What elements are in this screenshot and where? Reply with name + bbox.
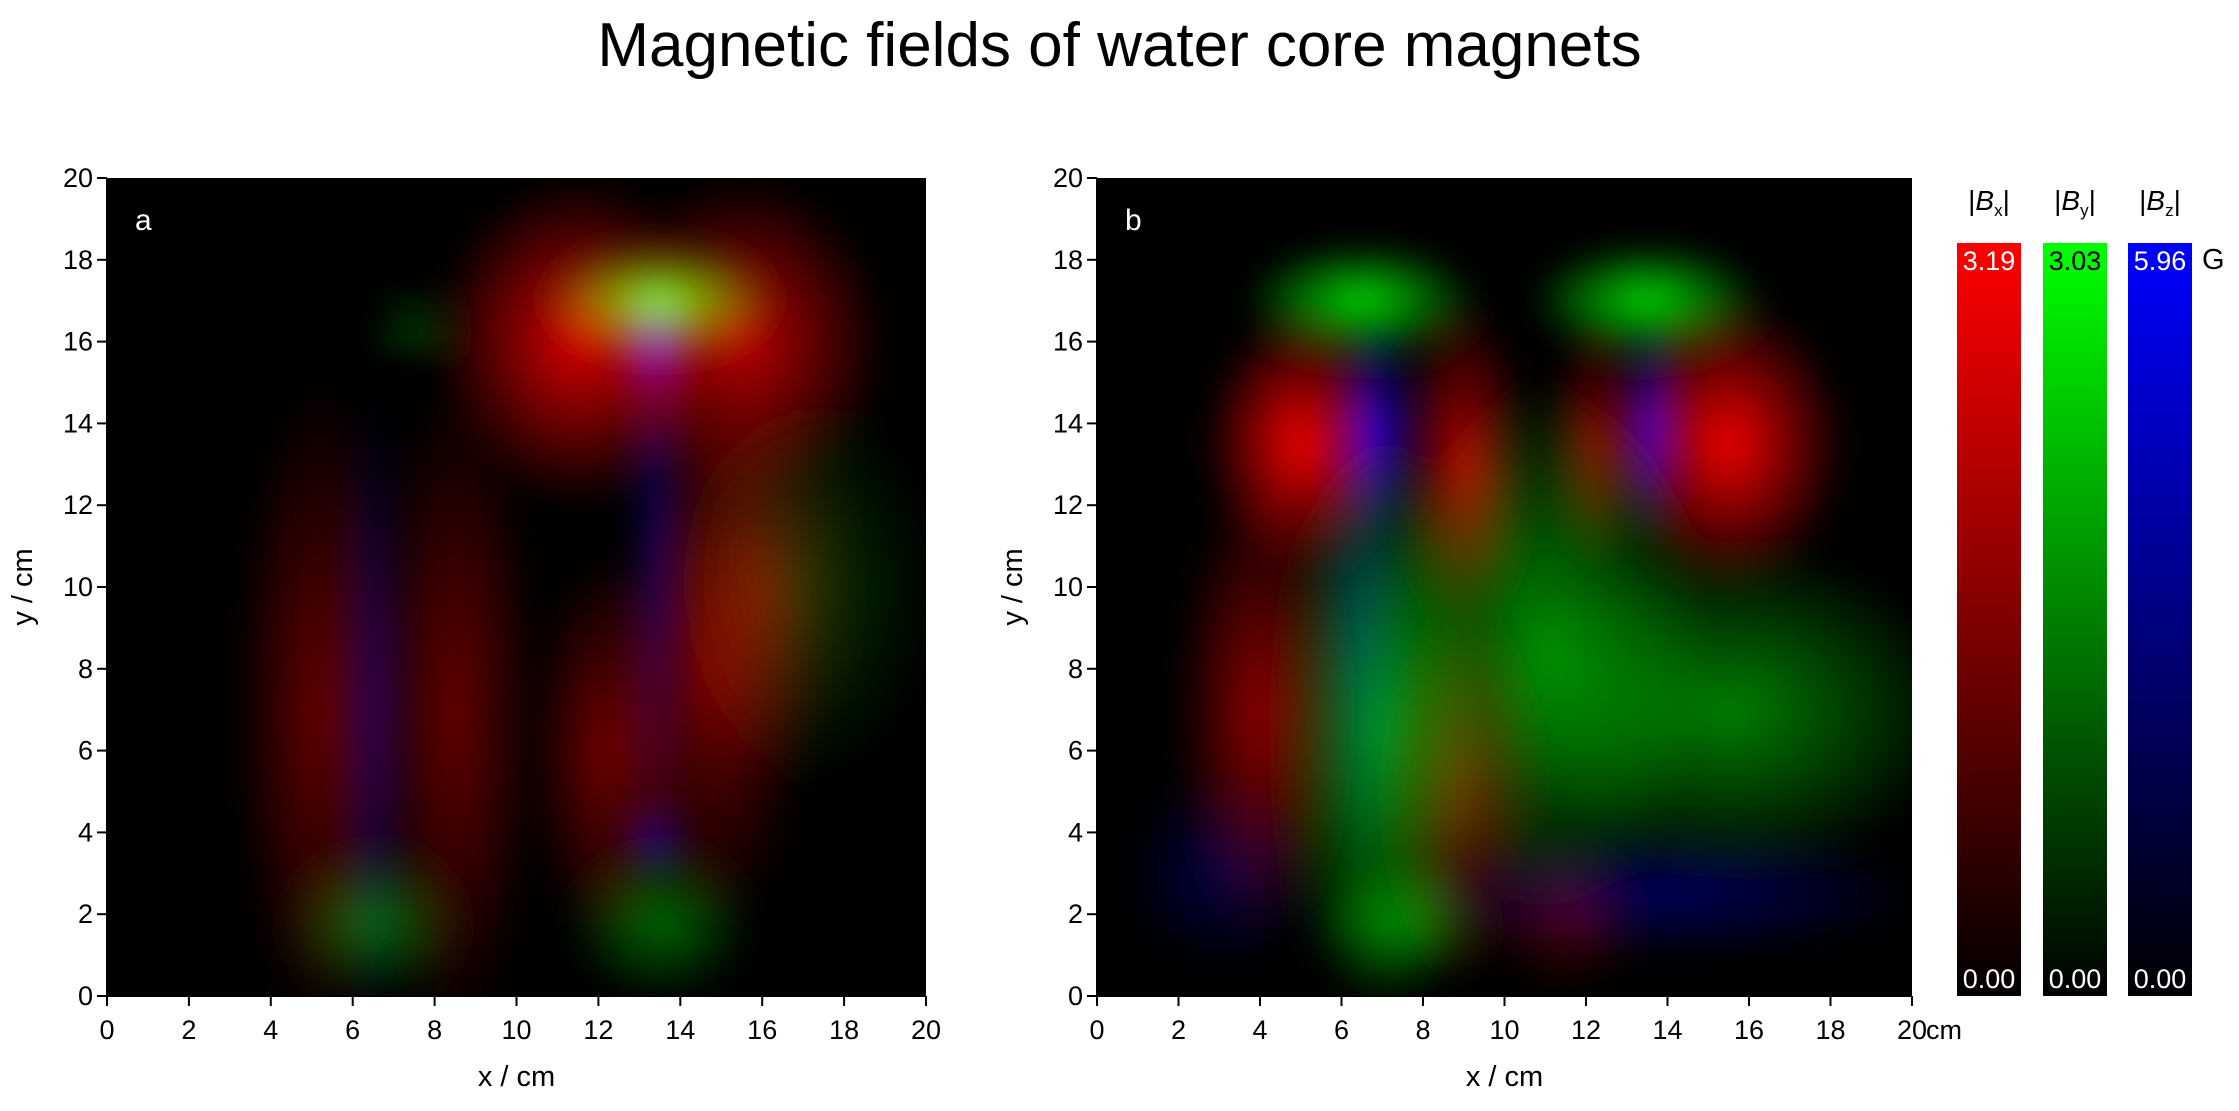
colorbar-max-by: 3.03 <box>2049 246 2102 276</box>
y-tick-label: 20 <box>1053 163 1083 193</box>
colorbar-by <box>2043 243 2107 996</box>
x-tick-label: 12 <box>1571 1015 1601 1045</box>
panel-label-b: b <box>1125 204 1142 237</box>
x-tick-label: 8 <box>1415 1015 1430 1045</box>
field-blob-bz <box>340 382 406 996</box>
field-blob-bx <box>1398 300 1529 628</box>
x-tick-label: 2 <box>181 1015 196 1045</box>
y-tick-label: 4 <box>1068 817 1083 847</box>
y-tick-label: 10 <box>63 572 93 602</box>
x-tick-label: 14 <box>1652 1015 1682 1045</box>
x-tick-label: 20 <box>1897 1015 1927 1045</box>
y-tick-label: 14 <box>1053 408 1083 438</box>
y-tick-label: 14 <box>63 408 93 438</box>
x-tick-label: 18 <box>829 1015 859 1045</box>
y-tick-label: 2 <box>1068 899 1083 929</box>
x-tick-label: 16 <box>747 1015 777 1045</box>
colorbar-min-by: 0.00 <box>2049 964 2102 994</box>
colorbar-max-bz: 5.96 <box>2134 246 2187 276</box>
y-tick-label: 8 <box>78 654 93 684</box>
y-tick-label: 18 <box>63 245 93 275</box>
y-tick-label: 0 <box>78 981 93 1011</box>
colorbar-label-by: |By| <box>2054 185 2096 220</box>
panel-label-a: a <box>135 204 152 237</box>
x-tick-label: 0 <box>99 1015 114 1045</box>
x-unit-label: cm <box>1926 1015 1962 1045</box>
field-blob-by <box>1500 546 1912 874</box>
colorbar-bx <box>1957 243 2021 996</box>
y-tick-label: 10 <box>1053 572 1083 602</box>
y-tick-label: 16 <box>63 327 93 357</box>
x-tick-label: 4 <box>1252 1015 1267 1045</box>
y-tick-label: 12 <box>63 490 93 520</box>
x-tick-label: 14 <box>665 1015 695 1045</box>
x-tick-label: 18 <box>1815 1015 1845 1045</box>
y-axis-label: y / cm <box>997 548 1029 625</box>
x-tick-label: 4 <box>263 1015 278 1045</box>
chart-title: Magnetic fields of water core magnets <box>597 11 1642 80</box>
y-tick-label: 16 <box>1053 327 1083 357</box>
x-axis-label: x / cm <box>478 1061 555 1093</box>
field-blob-bx <box>663 390 861 784</box>
field-blob-bz <box>1618 326 1684 537</box>
y-tick-label: 4 <box>78 817 93 847</box>
colorbar-label-bx: |Bx| <box>1968 185 2010 220</box>
field-blob-bz <box>1121 775 1318 972</box>
x-tick-label: 8 <box>427 1015 442 1045</box>
x-tick-label: 10 <box>501 1015 531 1045</box>
x-tick-label: 6 <box>345 1015 360 1045</box>
x-axis-label: x / cm <box>1466 1061 1543 1093</box>
y-tick-label: 20 <box>63 163 93 193</box>
x-tick-label: 16 <box>1734 1015 1764 1045</box>
colorbar-max-bx: 3.19 <box>1963 246 2016 276</box>
field-blob-bx <box>369 382 541 996</box>
x-tick-label: 2 <box>1171 1015 1186 1045</box>
y-tick-label: 8 <box>1068 654 1083 684</box>
colorbar-min-bz: 0.00 <box>2134 964 2187 994</box>
y-tick-label: 0 <box>1068 981 1083 1011</box>
y-tick-label: 12 <box>1053 490 1083 520</box>
x-tick-label: 12 <box>583 1015 613 1045</box>
colorbar-bz <box>2128 243 2192 996</box>
field-blob-bz <box>622 801 689 880</box>
colorbar-unit: G <box>2202 244 2225 276</box>
colorbar-label-bz: |Bz| <box>2139 185 2181 220</box>
field-blob-bz <box>1406 828 1912 960</box>
x-tick-label: 20 <box>911 1015 941 1045</box>
x-tick-label: 6 <box>1334 1015 1349 1045</box>
y-tick-label: 2 <box>78 899 93 929</box>
field-blob-bz <box>1309 366 1415 890</box>
field-blob-bz <box>626 218 686 874</box>
x-tick-label: 10 <box>1489 1015 1519 1045</box>
y-axis-label: y / cm <box>7 548 39 625</box>
x-tick-label: 0 <box>1089 1015 1104 1045</box>
field-map-b <box>1121 241 1912 996</box>
field-map-a <box>234 178 926 996</box>
colorbar-min-bx: 0.00 <box>1963 964 2016 994</box>
y-tick-label: 18 <box>1053 245 1083 275</box>
y-tick-label: 6 <box>1068 736 1083 766</box>
y-tick-label: 6 <box>78 736 93 766</box>
